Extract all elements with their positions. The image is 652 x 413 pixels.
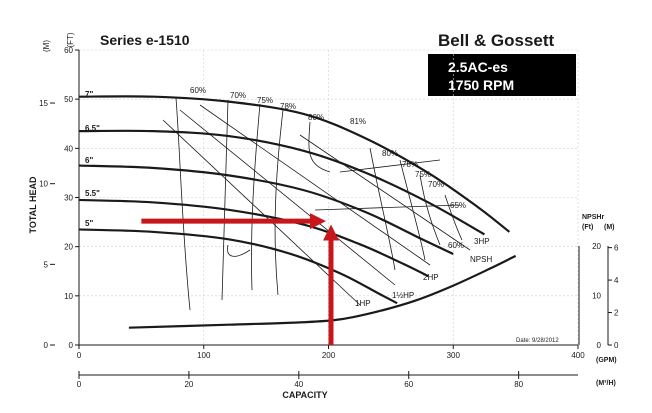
hp-label-1-5: 1½HP [392, 291, 414, 300]
x-tick-label-gpm: 100 [197, 351, 211, 360]
impeller-label-5: 5" [85, 219, 93, 228]
eff-label: 81% [350, 117, 366, 126]
y-axis-label: TOTAL HEAD [28, 176, 38, 234]
y-tick-label-m: 15 [39, 99, 48, 108]
eff-label: 60% [448, 241, 464, 250]
npsh-tick-m: 6 [614, 244, 619, 253]
series-title: Series e-1510 [100, 32, 190, 48]
y-tick-label-ft: 40 [64, 144, 73, 153]
model-text: 2.5AC-es [448, 59, 508, 75]
y-ticks-m: 0 5 10 15 [39, 99, 55, 350]
npsh-curve-label: NPSH [470, 255, 492, 264]
x-tick-label-gpm: 0 [77, 351, 82, 360]
x-tick-label-m3h: 0 [77, 380, 82, 389]
impeller-label-5-5: 5.5" [85, 189, 100, 198]
impeller-curve-2 [78, 164, 454, 256]
y-tick-label-ft: 60 [64, 46, 73, 55]
npsh-tick-m: 4 [614, 276, 619, 285]
eff-label: 78% [402, 160, 418, 169]
x-tick-label-m3h: 20 [184, 380, 193, 389]
x-tick-label-m3h: 60 [404, 380, 413, 389]
impeller-curve-4 [78, 228, 398, 305]
y-unit-ft: (FT) [66, 32, 75, 47]
eff-label: 70% [230, 91, 246, 100]
impeller-labels: 7" 6.5" 6" 5.5" 5" [85, 90, 100, 228]
speed-text: 1750 RPM [448, 77, 514, 93]
impeller-label-6-5: 6.5" [85, 124, 100, 133]
y-unit-m: (M) [42, 40, 51, 52]
efficiency-lines [162, 97, 471, 311]
annotation-arrows [141, 213, 339, 345]
hp-label-3: 3HP [474, 237, 490, 246]
y-ticks-ft: 0 10 20 30 40 50 60 [64, 46, 79, 350]
impeller-label-6: 6" [85, 156, 93, 165]
npsh-ticks: 0 10 20 0 2 4 6 [592, 242, 619, 350]
y-tick-label-ft: 20 [64, 243, 73, 252]
x-axis-label: CAPACITY [282, 390, 327, 400]
hp-label-2: 2HP [423, 273, 439, 282]
x-unit-gpm: (GPM) [596, 357, 617, 364]
impeller-curve-1 [78, 129, 485, 236]
npsh-tick-m: 2 [614, 309, 619, 318]
npsh-unit-m: (M) [604, 224, 615, 231]
y-tick-label-m: 10 [39, 180, 48, 189]
npsh-curve [128, 254, 517, 329]
impeller-curve-0 [78, 95, 511, 233]
model-badge [428, 54, 576, 96]
y-tick-label-m: 0 [44, 341, 49, 350]
npsh-tick-ft: 0 [597, 341, 602, 350]
x-tick-label-gpm: 200 [322, 351, 336, 360]
eff-label: 78% [280, 102, 296, 111]
impeller-curves [78, 95, 511, 305]
npsh-tick-ft: 20 [592, 242, 601, 251]
x-tick-label-m3h: 80 [514, 380, 523, 389]
eff-label: 60% [190, 86, 206, 95]
npsh-line [128, 254, 517, 329]
y-tick-label-ft: 30 [64, 194, 73, 203]
x-tick-label-gpm: 400 [571, 351, 585, 360]
eff-label: 75% [257, 96, 273, 105]
arrow-head-1 [322, 224, 339, 241]
efficiency-labels: 60% 70% 75% 78% 80% 81% 80% 78% 75% 70% … [190, 86, 466, 250]
npsh-label: NPSHr [582, 214, 604, 221]
x-tick-label-gpm: 300 [447, 351, 461, 360]
x-ticks-m3h: 0 20 40 60 80 [77, 371, 524, 389]
eff-label: 70% [428, 180, 444, 189]
y-tick-label-ft: 50 [64, 95, 73, 104]
npsh-tick-m: 0 [614, 341, 619, 350]
chart-date: Date: 9/28/2012 [516, 338, 559, 344]
x-tick-label-m3h: 40 [294, 380, 303, 389]
arrow-head-0 [310, 213, 327, 230]
impeller-curve-3 [78, 198, 429, 278]
impeller-label-7: 7" [85, 90, 93, 99]
brand-name: Bell & Gossett [438, 31, 555, 50]
eff-label: 65% [450, 201, 466, 210]
y-tick-label-ft: 10 [64, 292, 73, 301]
hp-label-1: 1HP [355, 299, 371, 308]
eff-label: 80% [308, 113, 324, 122]
y-tick-label-ft: 0 [69, 341, 74, 350]
eff-label: 80% [382, 149, 398, 158]
x-unit-m3h: (M³/H) [596, 380, 616, 387]
y-tick-label-m: 5 [44, 260, 49, 269]
npsh-tick-ft: 10 [592, 292, 601, 301]
npsh-unit-ft: (Ft) [582, 224, 593, 231]
eff-label: 75% [415, 170, 431, 179]
x-ticks-gpm: 0 100 200 300 400 [77, 345, 585, 360]
hp-labels: 1HP 1½HP 2HP 3HP [355, 237, 490, 308]
